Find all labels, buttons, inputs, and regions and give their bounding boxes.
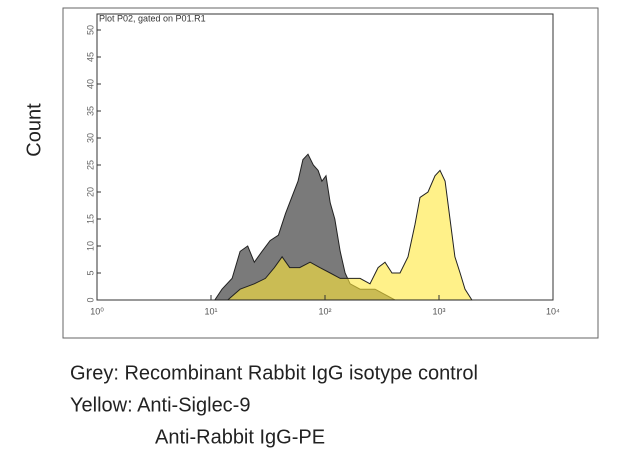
y-tick-label: 30 <box>85 133 95 143</box>
y-tick-label: 45 <box>85 52 95 62</box>
y-tick-label: 25 <box>85 160 95 170</box>
y-tick-label: 10 <box>85 241 95 251</box>
series-layer <box>213 153 473 301</box>
caption-line: Anti-Rabbit IgG-PE <box>155 426 325 448</box>
caption-line: Grey: Recombinant Rabbit IgG isotype con… <box>70 362 478 384</box>
y-tick-label: 40 <box>85 79 95 89</box>
y-tick-label: 35 <box>85 106 95 116</box>
x-tick-label: 10⁴ <box>546 306 560 316</box>
y-tick-label: 5 <box>85 270 95 275</box>
x-tick-label: 10³ <box>432 306 445 316</box>
y-tick-label: 15 <box>85 214 95 224</box>
x-tick-label: 10¹ <box>204 306 217 316</box>
caption-line: Yellow: Anti-Siglec-9 <box>70 394 250 416</box>
y-tick-label: 0 <box>85 297 95 302</box>
y-tick-label: 50 <box>85 25 95 35</box>
histogram-area <box>226 169 473 301</box>
x-tick-label: 10² <box>318 306 331 316</box>
plot-title: Plot P02, gated on P01.R1 <box>99 13 206 23</box>
y-axis-label: Count <box>23 103 45 157</box>
frame <box>62 7 599 339</box>
x-tick-label: 10⁰ <box>90 306 104 316</box>
y-tick-label: 20 <box>85 187 95 197</box>
